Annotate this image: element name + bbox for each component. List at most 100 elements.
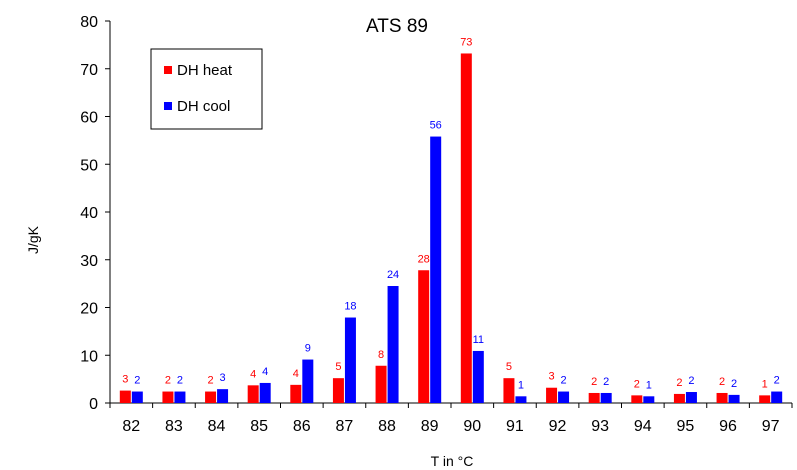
data-label-dh-heat: 5: [506, 361, 512, 373]
bar-dh-cool: [344, 317, 356, 403]
data-label-dh-cool: 2: [134, 375, 140, 387]
bar-dh-heat: [631, 395, 643, 403]
data-label-dh-heat: 3: [549, 371, 555, 383]
legend: DH heat DH cool: [150, 48, 263, 130]
data-label-dh-cool: 9: [305, 343, 311, 355]
y-tick-label: 40: [80, 205, 98, 222]
x-tick-label: 95: [677, 418, 695, 435]
x-ticks: 82 83 84 85 86 87 88 89 90 91 92 93 94 95 96 97: [109, 403, 793, 435]
data-label-dh-cool: 18: [344, 301, 356, 313]
x-tick-label: 97: [762, 418, 780, 435]
data-label-dh-cool: 2: [774, 375, 780, 387]
y-tick-label: 60: [80, 110, 98, 127]
data-label-dh-heat: 73: [460, 36, 472, 48]
data-label-dh-cool: 56: [430, 120, 442, 132]
bar-dh-heat: [375, 365, 387, 403]
x-tick-label: 91: [506, 418, 524, 435]
bar-dh-heat: [332, 378, 344, 403]
x-tick-label: 96: [719, 418, 737, 435]
x-tick-label: 86: [293, 418, 311, 435]
y-tick-label: 30: [80, 253, 98, 270]
y-tick-label: 50: [80, 157, 98, 174]
data-label-dh-cool: 3: [220, 372, 226, 384]
x-tick-label: 83: [165, 418, 183, 435]
bar-dh-heat: [759, 395, 771, 403]
x-tick-label: 92: [549, 418, 567, 435]
data-label-dh-cool: 1: [518, 379, 524, 391]
x-tick-label: 87: [336, 418, 354, 435]
y-tick-label: 70: [80, 62, 98, 79]
x-tick-label: 94: [634, 418, 652, 435]
bar-dh-heat: [418, 270, 430, 403]
legend-box: [150, 48, 263, 130]
bar-dh-heat: [588, 392, 600, 403]
bar-dh-cool: [217, 389, 229, 403]
x-axis-label: T in °C: [431, 453, 474, 469]
legend-swatch-dh-cool: [164, 102, 172, 110]
bar-dh-heat: [205, 391, 217, 403]
x-tick-label: 90: [463, 418, 481, 435]
x-tick-label: 82: [122, 418, 140, 435]
data-label-dh-cool: 2: [177, 375, 183, 387]
bar-dh-heat: [162, 391, 174, 403]
data-label-dh-heat: 5: [335, 361, 341, 373]
data-label-dh-heat: 2: [676, 377, 682, 389]
x-tick-label: 84: [208, 418, 226, 435]
legend-label-dh-cool: DH cool: [177, 98, 230, 115]
y-tick-label: 80: [80, 14, 98, 31]
chart-title: ATS 89: [366, 16, 428, 37]
bar-dh-heat: [546, 387, 558, 403]
legend-label-dh-heat: DH heat: [177, 62, 233, 79]
data-label-dh-heat: 1: [762, 378, 768, 390]
data-label-dh-heat: 4: [293, 368, 299, 380]
y-axis-label: J/gK: [25, 225, 41, 254]
data-label-dh-heat: 2: [208, 375, 214, 387]
data-label-dh-heat: 8: [378, 349, 384, 361]
bar-dh-cool: [643, 396, 655, 403]
bar-dh-cool: [387, 286, 399, 403]
data-label-dh-cool: 2: [688, 375, 694, 387]
bar-dh-heat: [503, 378, 515, 403]
bar-dh-cool: [430, 136, 442, 403]
bar-dh-heat: [716, 392, 728, 403]
bar-dh-heat: [119, 390, 131, 403]
bar-dh-cool: [558, 391, 570, 403]
bar-dh-heat: [247, 385, 259, 403]
bars: [119, 53, 783, 403]
bar-dh-cool: [259, 382, 271, 403]
data-label-dh-heat: 2: [591, 376, 597, 388]
data-label-dh-heat: 2: [719, 376, 725, 388]
data-label-dh-cool: 11: [473, 334, 484, 346]
data-label-dh-heat: 4: [250, 368, 256, 380]
x-tick-label: 93: [591, 418, 609, 435]
bar-dh-cool: [600, 392, 612, 403]
data-label-dh-heat: 28: [418, 253, 430, 265]
data-label-dh-cool: 2: [731, 378, 737, 390]
bar-dh-cool: [472, 350, 484, 403]
data-label-dh-cool: 1: [646, 379, 652, 391]
y-ticks: 0 10 20 30 40 50 60 70 80: [80, 14, 110, 413]
x-tick-label: 85: [250, 418, 268, 435]
bar-dh-cool: [515, 396, 527, 403]
x-tick-label: 89: [421, 418, 439, 435]
y-tick-label: 20: [80, 301, 98, 318]
bar-dh-heat: [290, 384, 302, 403]
bar-dh-cool: [771, 391, 783, 403]
bar-dh-cool: [685, 392, 697, 403]
x-tick-label: 88: [378, 418, 396, 435]
data-label-dh-cool: 2: [561, 375, 567, 387]
data-label-dh-cool: 24: [387, 269, 399, 281]
data-label-dh-cool: 4: [262, 366, 268, 378]
bar-dh-heat: [673, 393, 685, 403]
bar-dh-heat: [460, 53, 472, 403]
y-tick-label: 0: [89, 396, 98, 413]
y-tick-label: 10: [80, 348, 98, 365]
bar-dh-cool: [728, 394, 740, 403]
data-label-dh-heat: 3: [122, 374, 128, 386]
bar-dh-cool: [302, 359, 314, 403]
data-label-dh-cool: 2: [603, 376, 609, 388]
bar-dh-cool: [174, 391, 186, 403]
legend-swatch-dh-heat: [164, 66, 172, 74]
